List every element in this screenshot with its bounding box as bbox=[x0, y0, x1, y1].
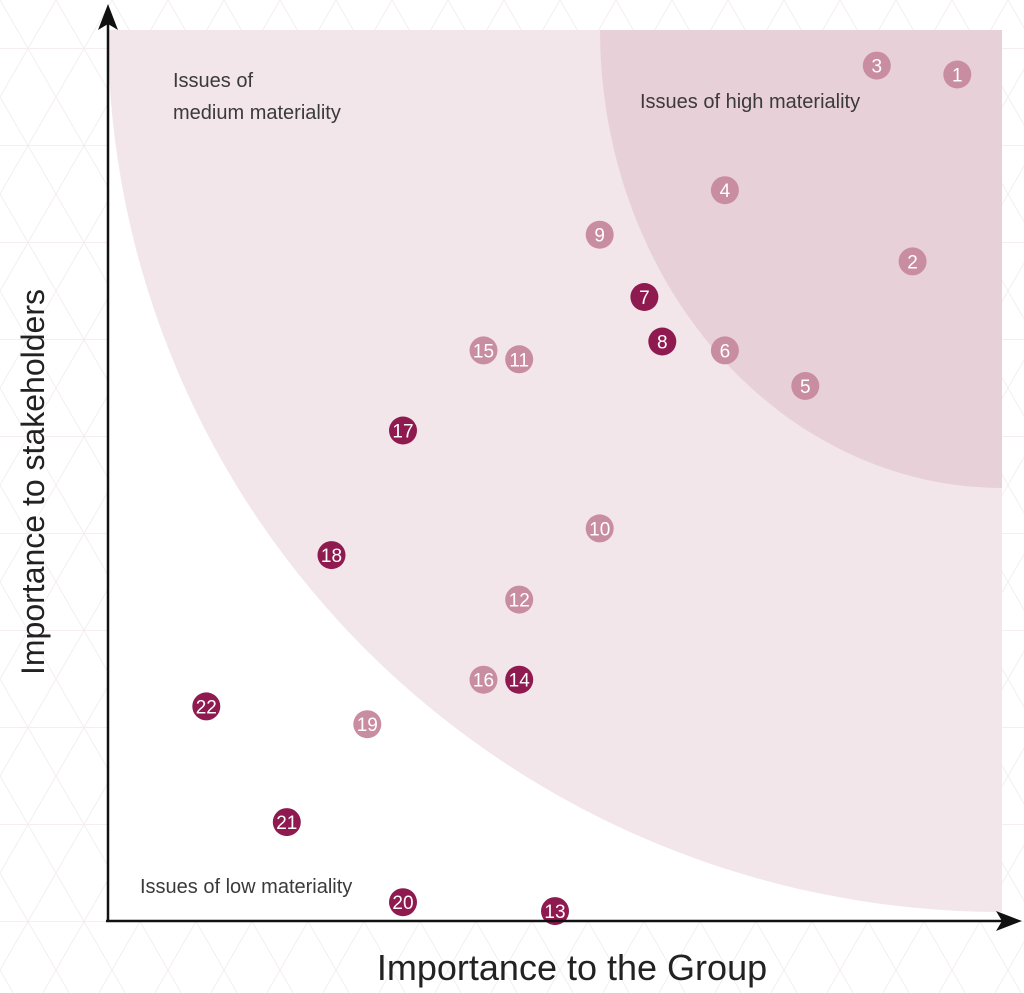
issue-label-9: 9 bbox=[594, 226, 605, 247]
issue-label-3: 3 bbox=[872, 57, 883, 78]
issue-label-11: 11 bbox=[509, 350, 529, 371]
issue-point-6 bbox=[710, 336, 739, 365]
issue-marker-4: 4 bbox=[710, 176, 739, 205]
issue-label-12: 12 bbox=[509, 591, 530, 612]
issue-label-8: 8 bbox=[657, 333, 668, 354]
issue-point-22 bbox=[192, 692, 221, 721]
issue-point-14 bbox=[505, 665, 534, 694]
issue-label-14: 14 bbox=[509, 671, 531, 692]
high-materiality-zone bbox=[600, 30, 1002, 488]
issue-marker-2: 2 bbox=[898, 247, 927, 276]
issue-point-8 bbox=[648, 327, 677, 356]
zone-label-medium: Issues of medium materiality bbox=[173, 70, 341, 124]
issue-point-15 bbox=[469, 336, 498, 365]
issue-marker-13: 13 bbox=[541, 897, 569, 926]
issue-point-19 bbox=[353, 710, 382, 739]
issue-marker-20: 20 bbox=[389, 888, 417, 917]
issue-label-17: 17 bbox=[392, 422, 413, 443]
issue-point-21 bbox=[272, 808, 301, 837]
issue-label-15: 15 bbox=[473, 341, 494, 362]
issue-point-2 bbox=[898, 247, 927, 276]
issue-marker-7: 7 bbox=[630, 283, 659, 311]
issue-point-3 bbox=[862, 51, 891, 80]
issue-marker-11: 11 bbox=[505, 345, 534, 374]
issue-marker-15: 15 bbox=[469, 336, 498, 365]
issue-label-19: 19 bbox=[357, 715, 378, 736]
issue-label-7: 7 bbox=[639, 288, 650, 309]
issue-point-18 bbox=[317, 541, 346, 570]
y-axis bbox=[98, 4, 118, 922]
zone-label-high: Issues of high materiality bbox=[640, 91, 860, 113]
issue-marker-18: 18 bbox=[317, 541, 346, 570]
issue-point-16 bbox=[469, 665, 498, 694]
issue-label-13: 13 bbox=[544, 902, 565, 923]
x-axis bbox=[106, 911, 1022, 931]
issue-label-20: 20 bbox=[392, 893, 413, 914]
issue-label-6: 6 bbox=[720, 341, 731, 362]
issue-marker-6: 6 bbox=[710, 336, 739, 365]
issue-label-10: 10 bbox=[589, 519, 610, 540]
issue-marker-5: 5 bbox=[791, 372, 820, 400]
issue-point-7 bbox=[630, 283, 659, 311]
issue-label-22: 22 bbox=[196, 697, 217, 718]
issue-label-2: 2 bbox=[907, 252, 918, 273]
issue-point-12 bbox=[505, 585, 534, 614]
issue-point-5 bbox=[791, 372, 820, 400]
issue-point-9 bbox=[585, 220, 614, 249]
issue-point-10 bbox=[585, 514, 614, 543]
issue-label-5: 5 bbox=[800, 377, 811, 398]
issue-label-21: 21 bbox=[276, 813, 297, 834]
issue-point-17 bbox=[389, 416, 417, 445]
issue-marker-22: 22 bbox=[192, 692, 221, 721]
zone-label-low: Issues of low materiality bbox=[140, 876, 352, 898]
issue-label-4: 4 bbox=[720, 181, 731, 202]
issue-point-20 bbox=[389, 888, 417, 917]
issue-label-1: 1 bbox=[952, 66, 963, 87]
issue-marker-19: 19 bbox=[353, 710, 382, 739]
issue-label-18: 18 bbox=[321, 546, 342, 567]
issue-marker-9: 9 bbox=[585, 220, 614, 249]
issue-marker-16: 16 bbox=[469, 665, 498, 694]
x-axis-title: Importance to the Group bbox=[377, 947, 767, 988]
issue-marker-21: 21 bbox=[272, 808, 301, 837]
issue-point-4 bbox=[710, 176, 739, 205]
issue-marker-12: 12 bbox=[505, 585, 534, 614]
issue-marker-1: 1 bbox=[943, 60, 972, 89]
issue-point-1 bbox=[943, 60, 972, 89]
issue-marker-14: 14 bbox=[505, 665, 534, 694]
issue-point-11 bbox=[505, 345, 534, 374]
y-axis-arrow bbox=[98, 4, 118, 30]
issue-marker-3: 3 bbox=[862, 51, 891, 80]
issue-label-16: 16 bbox=[473, 671, 494, 692]
x-axis-arrow bbox=[996, 911, 1022, 931]
issue-marker-10: 10 bbox=[585, 514, 614, 543]
issue-point-13 bbox=[541, 897, 569, 926]
issue-marker-8: 8 bbox=[648, 327, 677, 356]
issue-marker-17: 17 bbox=[389, 416, 417, 445]
y-axis-title: Importance to stakeholders bbox=[15, 289, 51, 675]
